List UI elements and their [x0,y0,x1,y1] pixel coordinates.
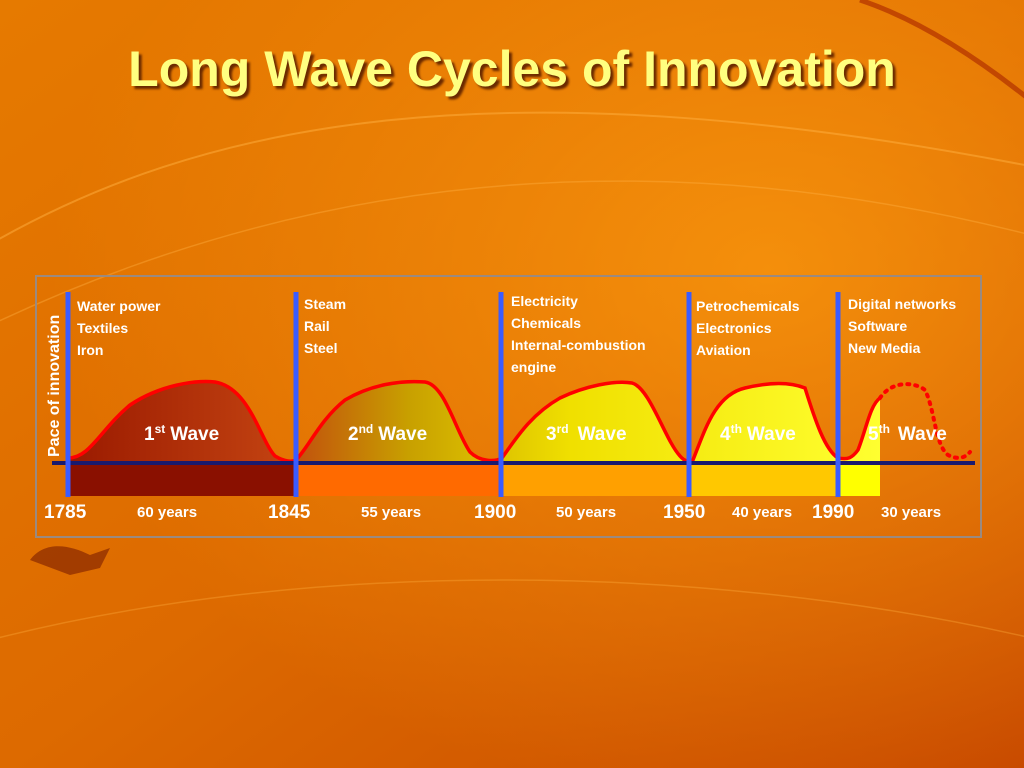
industry-5-3: New Media [848,340,921,356]
year-label-1950: 1950 [663,502,705,523]
wave-4-word: Wave [747,424,796,445]
wave-1-suffix: st [155,422,166,436]
industry-5-2: Software [848,318,907,334]
wave-2-suffix: nd [359,422,374,436]
duration-label-5: 30 years [881,504,941,521]
period-bar-1 [68,464,294,496]
industry-2-3: Steel [304,340,337,356]
industry-1-2: Textiles [77,320,128,336]
diagram-frame [35,275,982,538]
wave-2-number: 2 [348,424,359,445]
duration-label-3: 50 years [556,504,616,521]
period-bar-3 [502,464,689,496]
industry-2-2: Rail [304,318,330,334]
wave-3-word: Wave [578,424,627,445]
industry-4-1: Petrochemicals [696,298,800,314]
industry-4-3: Aviation [696,342,751,358]
wave-2-word: Wave [378,424,427,445]
industry-3-3: Internal-combustion [511,337,646,353]
year-label-1990: 1990 [812,502,854,523]
industry-4-2: Electronics [696,320,772,336]
wave-5-suffix: th [879,422,890,436]
industry-1-1: Water power [77,298,161,314]
year-label-1845: 1845 [268,502,311,523]
industry-3-1: Electricity [511,293,578,309]
wave-3-number: 3 [546,424,557,445]
period-bar-4 [690,464,836,496]
period-bar-2 [296,464,500,496]
industry-2-1: Steam [304,296,346,312]
wave-5-number: 5 [868,424,879,445]
industry-3-2: Chemicals [511,315,581,331]
y-axis-label: Pace of innovation [46,315,63,457]
duration-label-1: 60 years [137,504,197,521]
wave-1-number: 1 [144,424,155,445]
wave-label-2: 2nd Wave [348,422,427,445]
duration-label-2: 55 years [361,504,421,521]
wave-label-1: 1st Wave [144,422,219,445]
wave-label-5: 5th Wave [868,422,947,445]
slide-title: Long Wave Cycles of Innovation [128,41,896,97]
year-label-1900: 1900 [474,502,516,523]
industry-3-4: engine [511,359,556,375]
period-bar-5 [840,464,880,496]
wave-4-suffix: th [731,422,742,436]
wave-area-fill [68,381,880,462]
industry-1-3: Iron [77,342,103,358]
wave-curve [67,379,882,463]
wave-5-word: Wave [898,424,947,445]
wave-projection-dotted [878,382,972,460]
wave-label-3: 3rd Wave [546,422,627,445]
duration-label-4: 40 years [732,504,792,521]
wave-4-number: 4 [720,424,731,445]
industry-5-1: Digital networks [848,296,956,312]
wave-1-word: Wave [170,424,219,445]
year-label-1785: 1785 [44,502,87,523]
wave-3-suffix: rd [557,422,569,436]
wave-label-4: 4th Wave [720,422,796,445]
